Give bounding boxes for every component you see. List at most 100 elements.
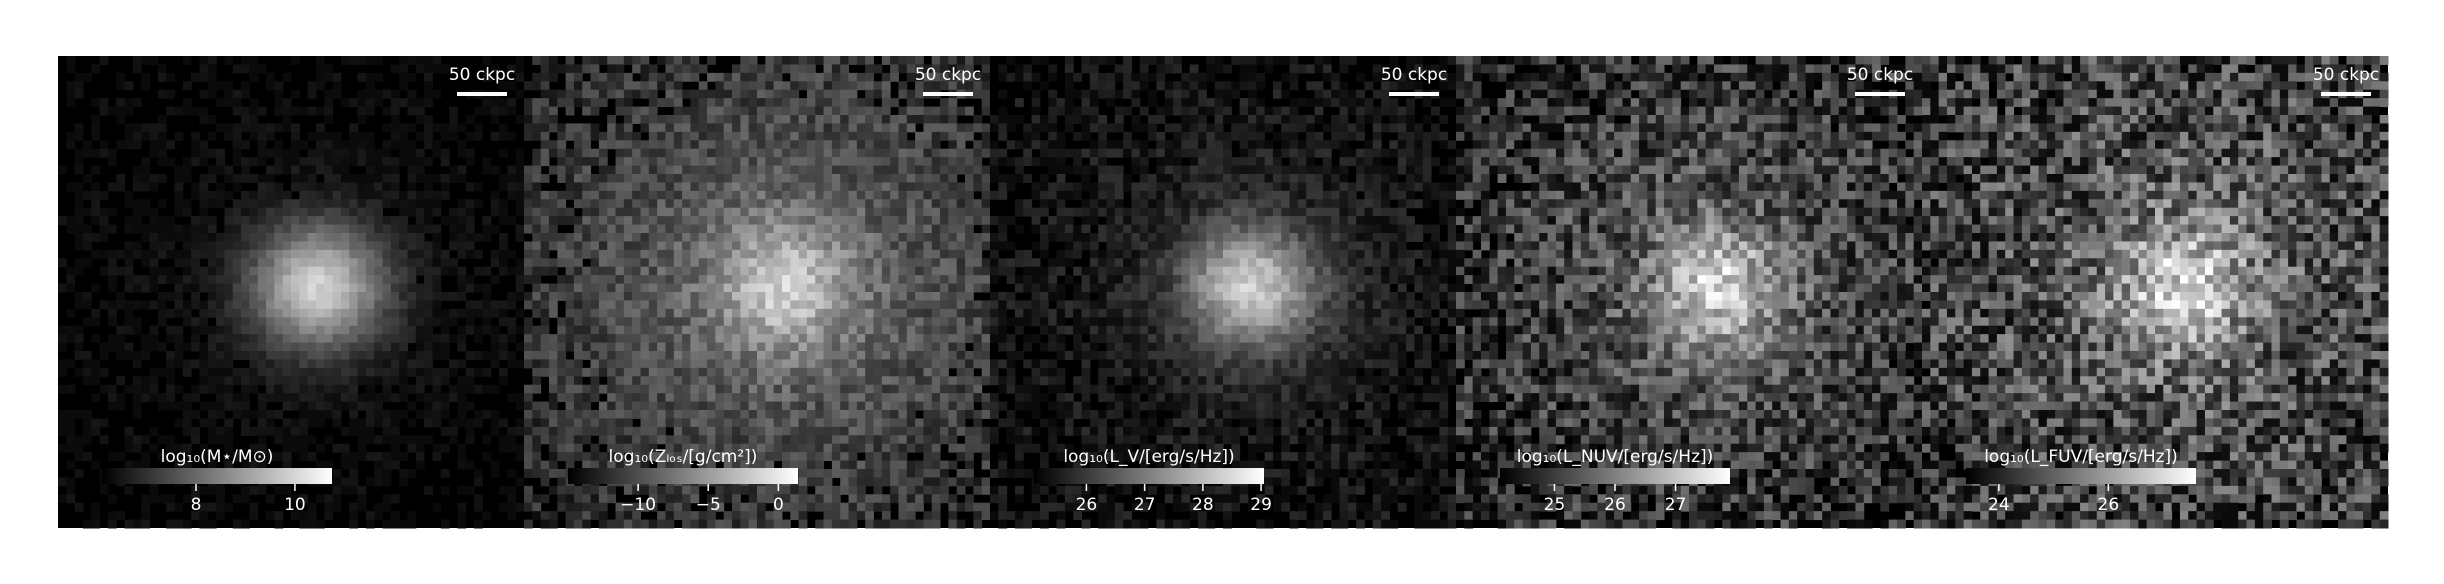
pixel [615, 174, 625, 183]
pixel [715, 123, 725, 133]
pixel [207, 485, 217, 495]
pixel [191, 334, 200, 344]
pixel [282, 266, 292, 276]
pixel [573, 308, 583, 318]
pixel [873, 443, 883, 453]
pixel [906, 317, 916, 327]
pixel [632, 64, 641, 74]
pixel [266, 410, 275, 419]
pixel [890, 72, 899, 82]
pixel [931, 241, 941, 251]
pixel [765, 494, 775, 504]
pixel [1331, 72, 1340, 82]
pixel [349, 485, 359, 495]
pixel [257, 266, 267, 276]
pixel [790, 258, 800, 268]
pixel [465, 384, 475, 394]
pixel [1214, 56, 1224, 65]
pixel [906, 56, 916, 65]
pixel [332, 367, 342, 377]
pixel [665, 165, 675, 175]
pixel [840, 519, 850, 529]
pixel [573, 283, 583, 293]
pixel [632, 148, 641, 158]
pixel [440, 157, 450, 167]
pixel [291, 384, 300, 394]
pixel [973, 426, 983, 436]
pixel [224, 426, 234, 436]
pixel [765, 410, 775, 419]
pixel [499, 148, 508, 158]
pixel [224, 216, 234, 226]
pixel [981, 207, 991, 217]
pixel [748, 207, 758, 217]
pixel [940, 485, 949, 495]
pixel [141, 511, 151, 521]
pixel [232, 317, 242, 327]
pixel [881, 72, 891, 82]
pixel [898, 249, 908, 259]
pixel [557, 469, 567, 478]
pixel [58, 410, 67, 419]
pixel [856, 216, 866, 226]
pixel [773, 367, 783, 377]
pixel [557, 249, 567, 259]
pixel [307, 89, 317, 99]
pixel [948, 317, 958, 327]
pixel [773, 410, 783, 419]
pixel [124, 216, 134, 226]
pixel [249, 334, 259, 344]
pixel [906, 443, 916, 453]
pixel [881, 115, 891, 124]
pixel [99, 384, 109, 394]
pixel [307, 393, 317, 403]
pixel [698, 224, 708, 234]
pixel [291, 511, 300, 521]
pixel [757, 98, 766, 108]
pixel [74, 207, 84, 217]
pixel [315, 157, 325, 167]
pixel [465, 401, 475, 411]
pixel [582, 275, 592, 285]
pixel [698, 241, 708, 251]
pixel [673, 351, 683, 360]
pixel [673, 131, 683, 141]
pixel [582, 317, 592, 327]
pixel [332, 283, 342, 293]
pixel [565, 460, 575, 470]
pixel [873, 494, 883, 504]
pixel [132, 325, 142, 335]
pixel [1247, 72, 1257, 82]
pixel [598, 308, 608, 318]
pixel [648, 435, 658, 445]
pixel [440, 410, 450, 419]
pixel [948, 511, 958, 521]
pixel [399, 435, 408, 445]
pixel [915, 477, 924, 487]
pixel [507, 106, 517, 116]
pixel [357, 435, 367, 445]
pixel [465, 148, 475, 158]
pixel [781, 342, 791, 352]
pixel [415, 165, 425, 175]
pixel [224, 317, 234, 327]
pixel [732, 292, 741, 301]
pixel [598, 325, 608, 335]
pixel [665, 292, 675, 301]
pixel [357, 131, 367, 141]
pixel [707, 376, 716, 386]
pixel [432, 317, 442, 327]
pixel [848, 157, 858, 167]
pixel [432, 89, 442, 99]
pixel [765, 148, 775, 158]
pixel [407, 308, 417, 318]
pixel [632, 292, 641, 301]
pixel [873, 300, 883, 310]
pixel [715, 494, 725, 504]
pixel [757, 89, 766, 99]
pixel [931, 266, 941, 276]
pixel [365, 376, 375, 386]
pixel [1064, 64, 1074, 74]
pixel [465, 460, 475, 470]
pixel [881, 342, 891, 352]
